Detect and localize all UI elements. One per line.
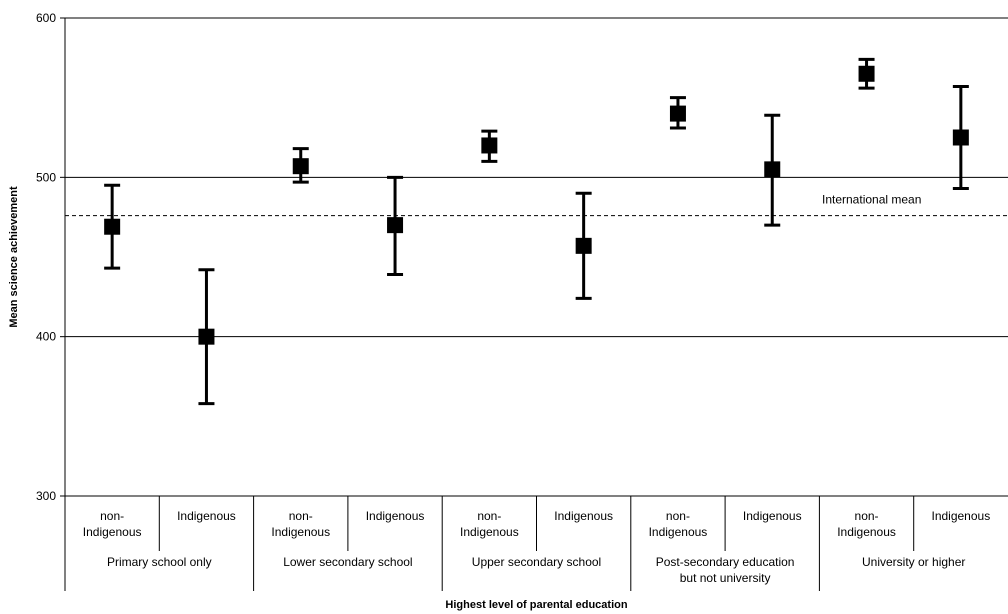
subgroup-label: Indigenous [554, 509, 613, 523]
subgroup-label: non- [666, 509, 690, 523]
international-mean-label: International mean [822, 193, 921, 207]
data-point [104, 183, 121, 270]
group-label: Post-secondary education [656, 555, 795, 569]
subgroup-label: non- [855, 509, 879, 523]
subgroup-label: Indigenous [837, 525, 896, 539]
group-label: Lower secondary school [283, 555, 412, 569]
mean-marker [764, 161, 781, 178]
subgroup-label: Indigenous [931, 509, 990, 523]
data-point [669, 96, 686, 130]
mean-marker [198, 328, 215, 345]
subgroup-label: Indigenous [271, 525, 330, 539]
data-point [575, 191, 592, 300]
data-point [198, 268, 215, 406]
y-tick-label: 500 [36, 170, 56, 184]
y-tick-label: 600 [36, 11, 56, 25]
data-point [292, 147, 309, 184]
y-tick-label: 400 [36, 330, 56, 344]
group-label: but not university [680, 571, 771, 585]
subgroup-label: non- [100, 509, 124, 523]
mean-marker [292, 158, 309, 175]
y-tick-labels: 300 400 500 600 [36, 11, 65, 503]
mean-marker [952, 129, 969, 146]
data-point [481, 129, 498, 163]
subgroup-label: Indigenous [743, 509, 802, 523]
x-axis-title: Highest level of parental education [445, 599, 627, 611]
data-point [858, 57, 875, 90]
subgroup-label: non- [289, 509, 313, 523]
category-axis: non- Indigenous Indigenous non- Indigenous In… [64, 496, 990, 591]
mean-marker [858, 65, 875, 82]
group-label: Primary school only [107, 555, 212, 569]
subgroup-label: Indigenous [366, 509, 425, 523]
mean-marker [104, 218, 121, 235]
subgroup-label: Indigenous [649, 525, 708, 539]
mean-marker [575, 237, 592, 254]
y-tick-label: 300 [36, 489, 56, 503]
mean-marker [669, 105, 686, 122]
data-point [764, 113, 781, 227]
data-point [952, 85, 969, 190]
subgroup-label: Indigenous [83, 525, 142, 539]
axes [64, 18, 1008, 497]
gridlines [65, 17, 1008, 338]
data-marks [104, 57, 969, 406]
subgroup-label: non- [477, 509, 501, 523]
mean-marker [387, 217, 404, 234]
subgroup-label: Indigenous [177, 509, 236, 523]
y-axis-title: Mean science achievement [8, 186, 20, 328]
group-label: Upper secondary school [472, 555, 601, 569]
international-mean-line: International mean [65, 193, 1008, 217]
subgroup-label: Indigenous [460, 525, 519, 539]
data-point [387, 175, 404, 277]
group-label: University or higher [862, 555, 965, 569]
mean-marker [481, 137, 498, 154]
